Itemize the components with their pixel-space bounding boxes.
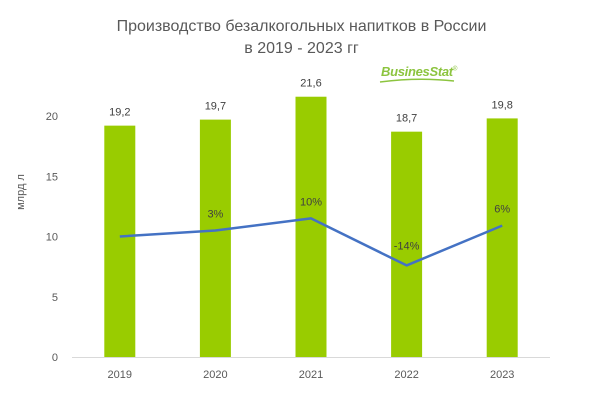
- chart-title-line1: Производство безалкогольных напитков в Р…: [116, 18, 487, 35]
- bar-value-label: 18,7: [396, 113, 417, 125]
- logo-swoosh-icon: [379, 78, 455, 83]
- growth-label: 6%: [494, 204, 510, 216]
- growth-label: -14%: [394, 240, 420, 252]
- growth-line: [119, 217, 503, 267]
- bar: [104, 125, 136, 357]
- businesstat-logo: BusinesStat®: [381, 64, 457, 79]
- y-tick-label: 10: [46, 232, 58, 244]
- bar: [295, 96, 327, 357]
- chart-title-line2: в 2019 - 2023 гг: [244, 40, 359, 57]
- logo-registered-mark: ®: [452, 66, 457, 73]
- labels: 19,2 19,7 21,6 18,7 19,8 3% 10% -14% 6%: [109, 78, 513, 253]
- growth-line-path: [119, 217, 503, 267]
- y-axis-label: млрд л: [15, 174, 27, 210]
- y-tick-label: 5: [52, 292, 58, 304]
- x-tick-label: 2023: [490, 369, 514, 381]
- growth-label: 10%: [300, 196, 322, 208]
- growth-label: 3%: [207, 208, 223, 220]
- bar-value-label: 21,6: [300, 78, 321, 90]
- y-tick-label: 0: [52, 352, 58, 364]
- bar-value-label: 19,2: [109, 107, 130, 119]
- bar-value-label: 19,7: [205, 101, 226, 113]
- bar: [391, 131, 423, 357]
- x-tick-label: 2019: [108, 369, 132, 381]
- y-tick-label: 15: [46, 171, 58, 183]
- chart-title: Производство безалкогольных напитков в Р…: [0, 16, 603, 60]
- bar: [486, 118, 518, 357]
- logo-text: BusinesStat: [381, 64, 453, 79]
- x-tick-label: 2021: [299, 369, 323, 381]
- bars: [104, 96, 518, 358]
- x-tick-label: 2022: [394, 369, 418, 381]
- bar: [199, 119, 231, 358]
- x-tick-label: 2020: [203, 369, 227, 381]
- axes: 0 5 10 15 20 млрд л 2019 2020 2021 2022 2023: [15, 111, 550, 381]
- y-tick-label: 20: [46, 111, 58, 123]
- bar-value-label: 19,8: [491, 99, 512, 111]
